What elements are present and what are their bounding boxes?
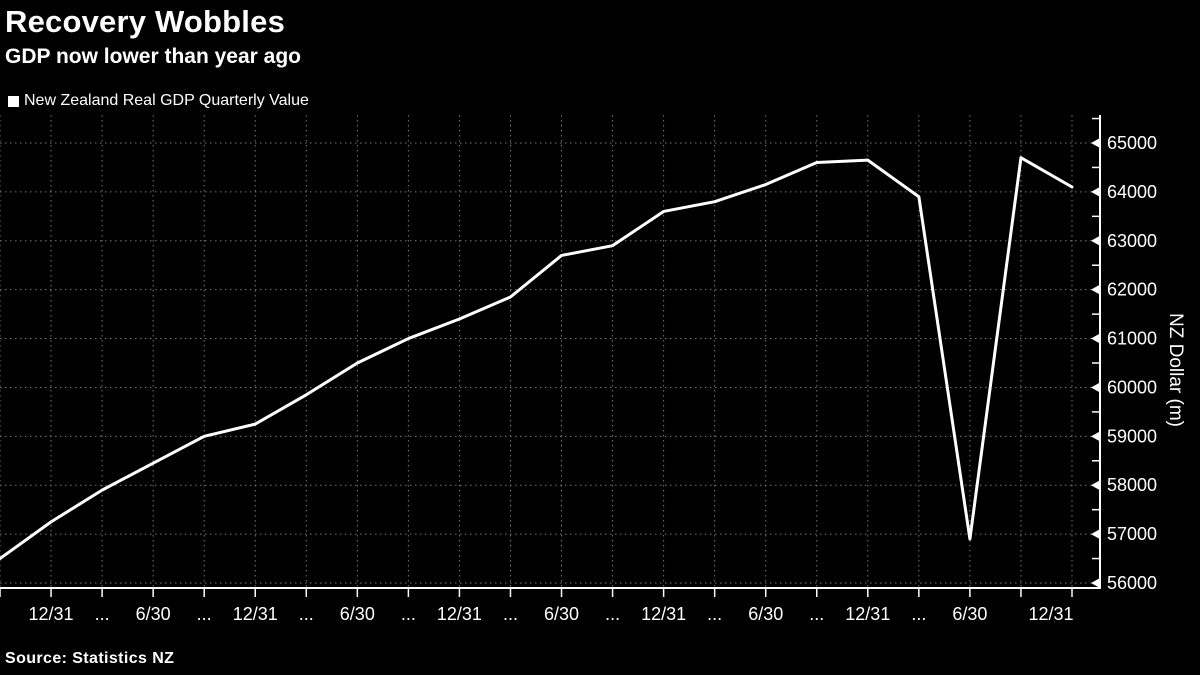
x-tick-label: ... [197, 604, 212, 624]
x-tick-label: 6/30 [136, 604, 171, 624]
y-tick-label: 63000 [1107, 231, 1157, 251]
x-tick-label: 12/31 [845, 604, 890, 624]
y-tick-arrow-icon [1091, 186, 1100, 197]
x-tick-label: ... [605, 604, 620, 624]
x-tick-label: 6/30 [748, 604, 783, 624]
x-tick-label: ... [503, 604, 518, 624]
y-axis-title: NZ Dollar (m) [1165, 313, 1186, 427]
y-tick-label: 64000 [1107, 182, 1157, 202]
y-tick-arrow-icon [1091, 138, 1100, 148]
y-tick-label: 57000 [1107, 524, 1157, 544]
x-tick-label: 6/30 [340, 604, 375, 624]
x-tick-label: 12/31 [641, 604, 686, 624]
y-tick-label: 61000 [1107, 329, 1157, 349]
x-tick-label: 12/31 [29, 604, 74, 624]
x-tick-label: ... [911, 604, 926, 624]
x-tick-label: 6/30 [544, 604, 579, 624]
legend: New Zealand Real GDP Quarterly Value [8, 92, 309, 110]
y-tick-label: 60000 [1107, 377, 1157, 397]
y-tick-arrow-icon [1091, 382, 1100, 393]
y-tick-arrow-icon [1091, 529, 1100, 540]
y-tick-label: 58000 [1107, 475, 1157, 495]
y-tick-arrow-icon [1091, 333, 1100, 344]
x-tick-label: ... [707, 604, 722, 624]
source-note: Source: Statistics NZ [5, 650, 175, 667]
y-tick-arrow-icon [1091, 235, 1100, 246]
legend-label: New Zealand Real GDP Quarterly Value [24, 92, 309, 109]
x-tick-label: ... [809, 604, 824, 624]
legend-square-marker-icon [8, 95, 19, 107]
y-tick-label: 65000 [1107, 133, 1157, 153]
y-tick-arrow-icon [1091, 578, 1100, 588]
x-tick-label: 12/31 [437, 604, 482, 624]
x-tick-label: 12/31 [233, 604, 278, 624]
chart-subtitle: GDP now lower than year ago [5, 45, 302, 68]
x-tick-label: 12/31 [1028, 604, 1073, 624]
y-tick-label: 62000 [1107, 280, 1157, 300]
y-tick-label: 59000 [1107, 426, 1157, 446]
y-tick-arrow-icon [1091, 431, 1100, 442]
x-tick-label: ... [401, 604, 416, 624]
y-tick-arrow-icon [1091, 284, 1100, 295]
x-tick-label: ... [95, 604, 110, 624]
y-tick-label: 56000 [1107, 573, 1157, 593]
y-tick-arrow-icon [1091, 480, 1100, 491]
gdp-series-line [0, 156, 1074, 561]
x-tick-label: 6/30 [952, 604, 987, 624]
x-tick-label: ... [299, 604, 314, 624]
chart-title: Recovery Wobbles [5, 4, 286, 39]
